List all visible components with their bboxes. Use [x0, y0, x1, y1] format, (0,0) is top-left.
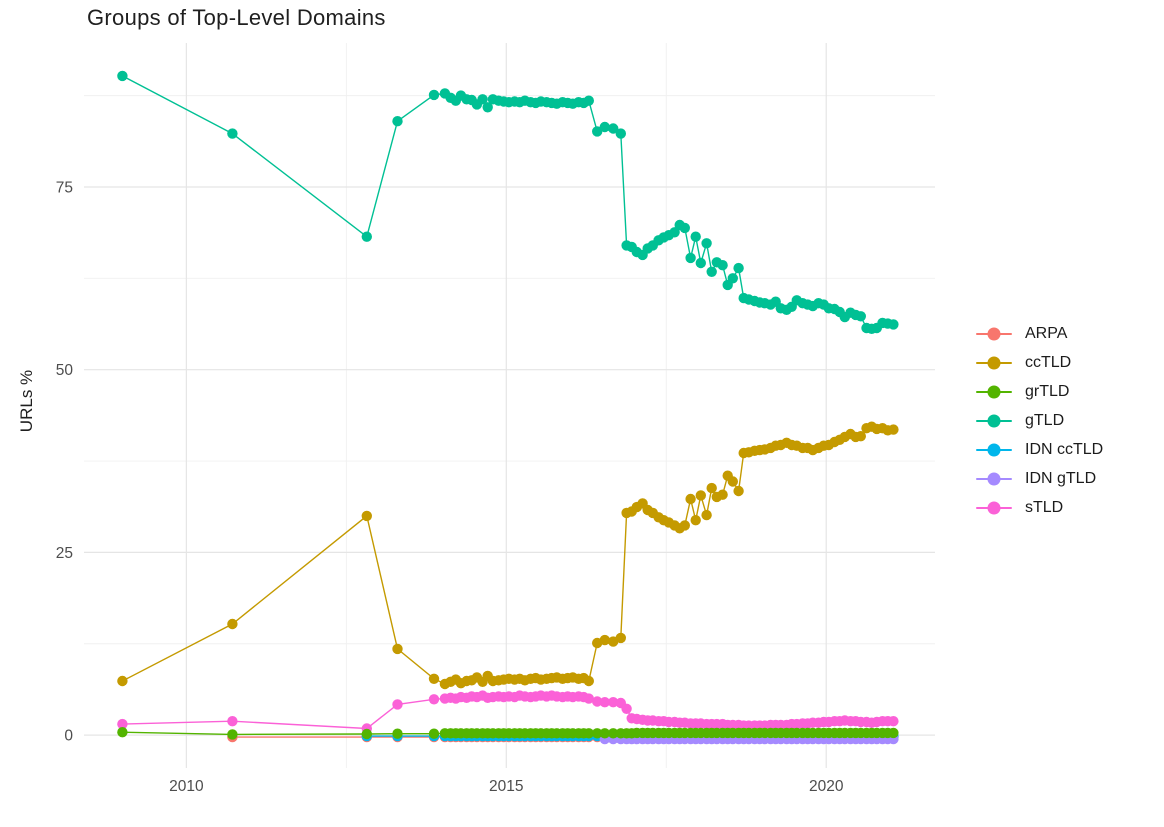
legend-item-arpa: ARPA [976, 319, 1103, 348]
legend-marker-icon [976, 385, 1012, 399]
series-stld [117, 690, 899, 734]
legend: ARPA ccTLD grTLD gTLD IDN ccTLD IDN gTLD sTLD [976, 319, 1103, 522]
legend-marker-icon [976, 356, 1012, 370]
legend-item-idn-cctld: IDN ccTLD [976, 435, 1103, 464]
y-axis-label: URLs % [17, 369, 36, 433]
axis-tick-labels: 0 25 50 75 2010 2015 2020 [56, 179, 844, 795]
gridlines [84, 43, 935, 768]
svg-text:2015: 2015 [489, 778, 523, 795]
legend-marker-icon [976, 443, 1012, 457]
svg-text:2020: 2020 [809, 778, 844, 795]
series-gtld [117, 70, 899, 334]
legend-label: grTLD [1025, 382, 1070, 400]
svg-text:2010: 2010 [169, 778, 204, 795]
svg-text:0: 0 [64, 728, 73, 745]
svg-text:25: 25 [56, 545, 73, 562]
legend-item-grtld: grTLD [976, 377, 1103, 406]
legend-item-stld: sTLD [976, 493, 1103, 522]
legend-label: gTLD [1025, 411, 1065, 429]
svg-text:75: 75 [56, 179, 73, 196]
legend-item-gtld: gTLD [976, 406, 1103, 435]
series-grtld [117, 727, 899, 740]
legend-marker-icon [976, 327, 1012, 341]
legend-label: IDN gTLD [1025, 469, 1097, 487]
legend-label: ccTLD [1025, 353, 1072, 371]
series-cctld [117, 421, 899, 690]
legend-item-idn-gtld: IDN gTLD [976, 464, 1103, 493]
legend-label: sTLD [1025, 498, 1064, 516]
legend-label: ARPA [1025, 324, 1068, 342]
legend-marker-icon [976, 414, 1012, 428]
legend-item-cctld: ccTLD [976, 348, 1103, 377]
legend-label: IDN ccTLD [1025, 440, 1104, 458]
chart-title: Groups of Top-Level Domains [87, 5, 386, 30]
svg-text:50: 50 [56, 362, 74, 379]
legend-marker-icon [976, 472, 1012, 486]
legend-marker-icon [976, 501, 1012, 515]
